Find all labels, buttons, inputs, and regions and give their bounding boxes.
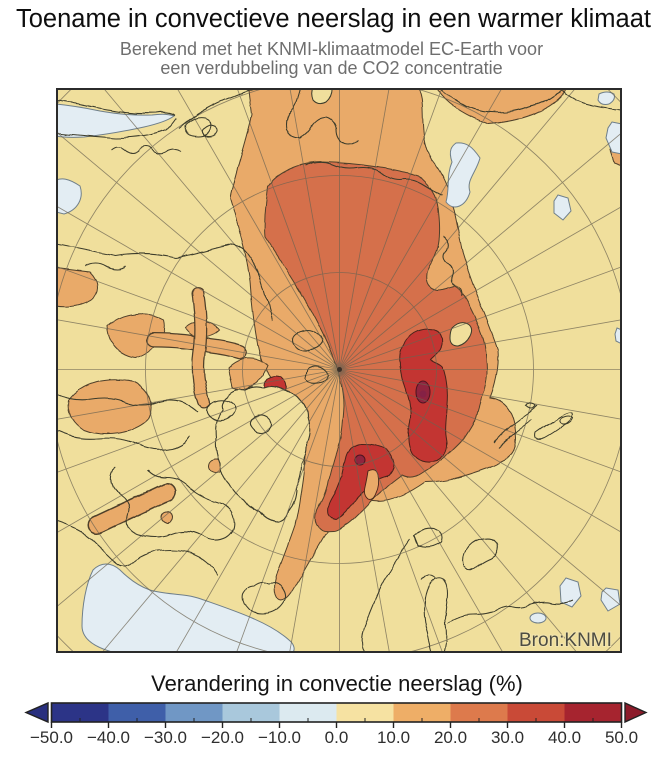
svg-text:50.0: 50.0 [605, 728, 638, 747]
svg-text:−50.0: −50.0 [30, 728, 73, 747]
svg-text:40.0: 40.0 [548, 728, 581, 747]
svg-text:20.0: 20.0 [434, 728, 467, 747]
svg-text:−40.0: −40.0 [87, 728, 130, 747]
svg-text:−30.0: −30.0 [144, 728, 187, 747]
svg-text:−10.0: −10.0 [258, 728, 301, 747]
svg-text:Bron:KNMI: Bron:KNMI [519, 630, 612, 651]
svg-text:30.0: 30.0 [491, 728, 524, 747]
svg-text:0.0: 0.0 [325, 728, 349, 747]
svg-text:−20.0: −20.0 [201, 728, 244, 747]
svg-text:10.0: 10.0 [377, 728, 410, 747]
